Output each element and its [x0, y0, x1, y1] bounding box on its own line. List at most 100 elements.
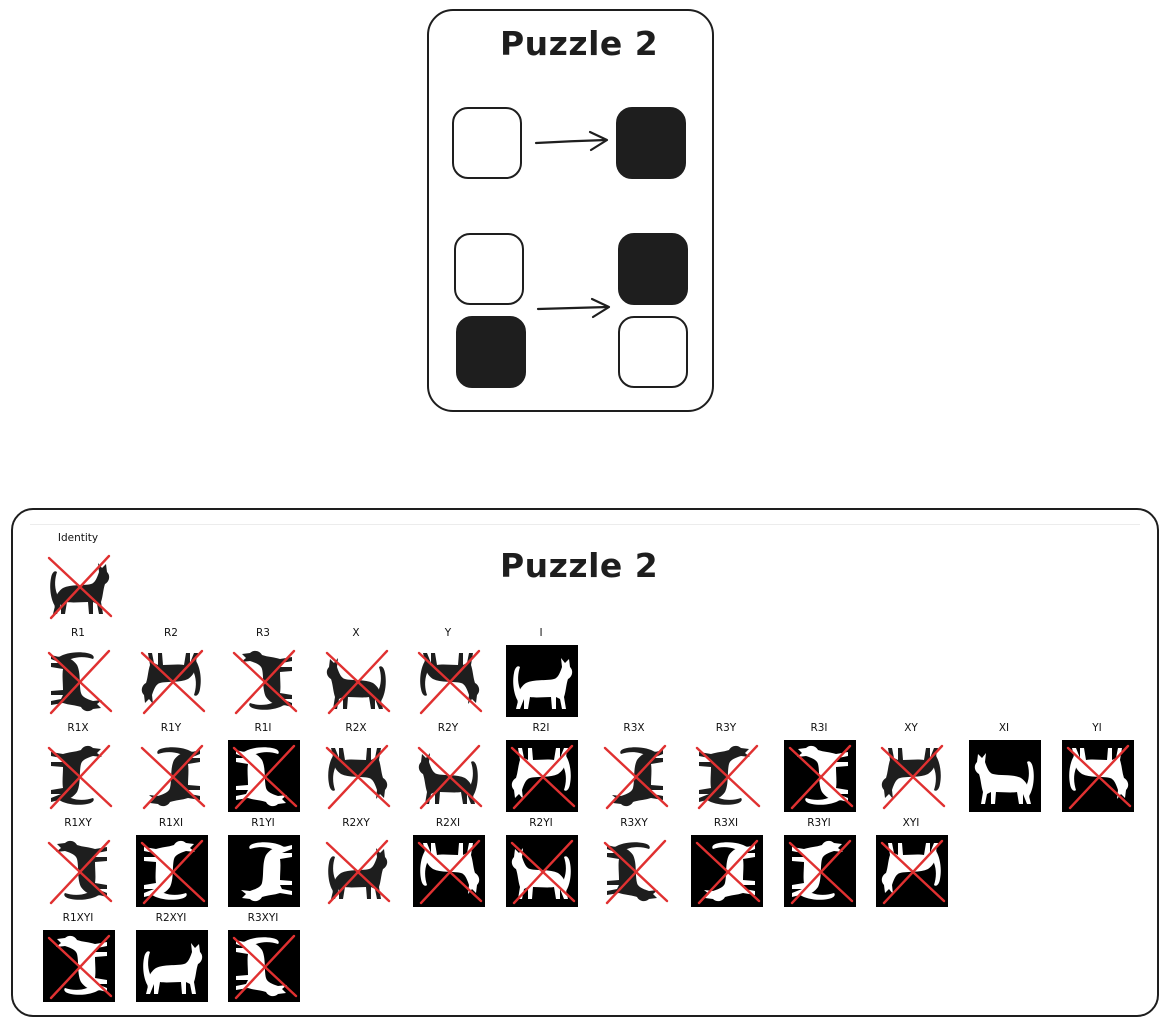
transform-label: R3X [623, 722, 645, 734]
cat-thumbnail [417, 649, 483, 715]
red-x-cross-icon [140, 839, 206, 905]
cat-thumbnail [784, 835, 856, 907]
red-x-cross-icon [695, 839, 761, 905]
red-x-cross-icon [232, 934, 298, 1000]
cat-thumbnail [506, 835, 578, 907]
red-x-cross-icon [417, 744, 483, 810]
cat-thumbnail [695, 744, 761, 810]
puzzle-title: Puzzle 2 [500, 24, 659, 63]
red-x-cross-icon [880, 744, 946, 810]
divider [30, 524, 1140, 525]
transform-label: Identity [57, 532, 99, 544]
cat-thumbnail [1062, 740, 1134, 812]
red-x-cross-icon [47, 554, 113, 620]
transform-label: R3XY [620, 817, 648, 829]
red-x-cross-icon [47, 744, 113, 810]
cat-thumbnail [140, 744, 206, 810]
cat-thumbnail [232, 649, 298, 715]
red-x-cross-icon [510, 744, 576, 810]
transform-label: R2XY [342, 817, 370, 829]
red-x-cross-icon [140, 744, 206, 810]
red-x-cross-icon [603, 839, 669, 905]
transform-label: X [352, 627, 360, 639]
row2-output-bottom-square [618, 316, 688, 388]
transform-results-card [11, 508, 1159, 1017]
right-arrow-icon [536, 297, 611, 319]
row1-output-square [616, 107, 686, 179]
cat-thumbnail [784, 740, 856, 812]
cat-thumbnail [47, 554, 113, 620]
red-x-cross-icon [880, 839, 946, 905]
transform-label: R1 [71, 627, 85, 639]
row2-output-top-square [618, 233, 688, 305]
transform-label: R2X [345, 722, 367, 734]
cat-thumbnail [43, 930, 115, 1002]
cat-thumbnail [969, 740, 1041, 812]
cat-thumbnail [228, 930, 300, 1002]
transform-label: R3YI [807, 817, 831, 829]
cat-thumbnail [880, 744, 946, 810]
cat-thumbnail [325, 649, 391, 715]
red-x-cross-icon [47, 839, 113, 905]
results-title: Puzzle 2 [500, 546, 659, 585]
red-x-cross-icon [325, 839, 391, 905]
transform-label: XYI [902, 817, 920, 829]
transform-label: R1XI [158, 817, 184, 829]
red-x-cross-icon [232, 649, 298, 715]
puzzle-card [427, 9, 714, 412]
cat-thumbnail [47, 839, 113, 905]
cat-thumbnail [228, 835, 300, 907]
transform-label: YI [1092, 722, 1102, 734]
row1-input-square [452, 107, 522, 179]
cat-thumbnail [325, 839, 391, 905]
transform-label: R2XYI [155, 912, 187, 924]
transform-label: R2Y [437, 722, 459, 734]
cat-thumbnail [413, 835, 485, 907]
transform-label: XI [998, 722, 1010, 734]
cat-thumbnail [228, 740, 300, 812]
cat-thumbnail [136, 930, 208, 1002]
cat-thumbnail [417, 744, 483, 810]
cat-thumbnail [876, 835, 948, 907]
row2-input-bottom-square [456, 316, 526, 388]
red-x-cross-icon [47, 649, 113, 715]
red-x-cross-icon [603, 744, 669, 810]
cat-thumbnail [691, 835, 763, 907]
cat-thumbnail [506, 645, 578, 717]
transform-label: R3 [256, 627, 270, 639]
red-x-cross-icon [788, 744, 854, 810]
transform-label: R3XYI [247, 912, 279, 924]
transform-label: R2I [532, 722, 550, 734]
row2-input-top-square [454, 233, 524, 305]
red-x-cross-icon [1066, 744, 1132, 810]
transform-label: R2YI [529, 817, 553, 829]
transform-label: R1YI [251, 817, 275, 829]
cat-thumbnail [603, 744, 669, 810]
red-x-cross-icon [232, 744, 298, 810]
red-x-cross-icon [325, 649, 391, 715]
transform-label: R1Y [160, 722, 182, 734]
red-x-cross-icon [788, 839, 854, 905]
cat-thumbnail [136, 835, 208, 907]
cat-thumbnail [506, 740, 578, 812]
red-x-cross-icon [417, 839, 483, 905]
cat-thumbnail [47, 744, 113, 810]
right-arrow-icon [534, 130, 609, 152]
transform-label: R1I [254, 722, 272, 734]
transform-label: R2XI [435, 817, 461, 829]
transform-label: Y [444, 627, 452, 639]
red-x-cross-icon [695, 744, 761, 810]
red-x-cross-icon [140, 649, 206, 715]
transform-label: R1X [67, 722, 89, 734]
red-x-cross-icon [325, 744, 391, 810]
cat-thumbnail [325, 744, 391, 810]
red-x-cross-icon [47, 934, 113, 1000]
cat-thumbnail [603, 839, 669, 905]
transform-label: R3Y [715, 722, 737, 734]
transform-label: I [539, 627, 543, 639]
cat-thumbnail [47, 649, 113, 715]
red-x-cross-icon [417, 649, 483, 715]
transform-label: R1XY [64, 817, 92, 829]
transform-label: XY [904, 722, 918, 734]
red-x-cross-icon [510, 839, 576, 905]
